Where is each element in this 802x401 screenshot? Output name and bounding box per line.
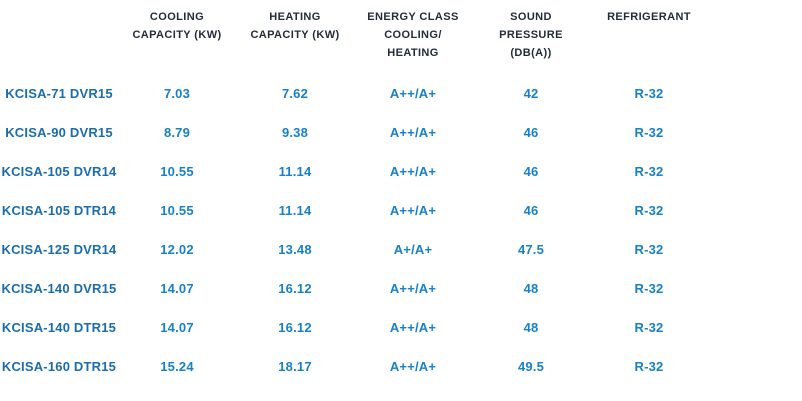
sound-pressure-cell: 48 <box>523 281 539 296</box>
table-header: COOLING CAPACITY (KW) HEATING CAPACITY (… <box>0 0 708 74</box>
column-header-refrigerant: REFRIGERANT <box>590 0 708 74</box>
refrigerant-cell: R-32 <box>634 86 664 101</box>
header-line: SOUND <box>510 11 552 23</box>
model-cell: KCISA-105 DTR14 <box>1 203 117 218</box>
column-header-cooling-capacity: COOLING CAPACITY (KW) <box>118 0 236 74</box>
heating-capacity-cell: 16.12 <box>278 281 312 296</box>
table-row: KCISA-140 DTR15 14.07 16.12 A++/A+ 48 R-… <box>0 308 708 347</box>
table-row: KCISA-105 DVR14 10.55 11.14 A++/A+ 46 R-… <box>0 152 708 191</box>
energy-class-cell: A+/A+ <box>393 242 433 257</box>
cooling-capacity-cell: 10.55 <box>160 203 194 218</box>
sound-pressure-cell: 46 <box>523 164 539 179</box>
energy-class-cell: A++/A+ <box>389 164 437 179</box>
model-cell: KCISA-71 DVR15 <box>5 86 113 101</box>
sound-pressure-cell: 47.5 <box>517 242 545 257</box>
header-line: REFRIGERANT <box>607 11 691 23</box>
column-header-heating-capacity: HEATING CAPACITY (KW) <box>236 0 354 74</box>
sound-pressure-cell: 49.5 <box>517 359 545 374</box>
model-cell: KCISA-160 DTR15 <box>1 359 117 374</box>
header-line: (DB(A)) <box>510 47 552 59</box>
column-header-sound-pressure: SOUND PRESSURE (DB(A)) <box>472 0 590 74</box>
model-cell: KCISA-140 DVR15 <box>1 281 117 296</box>
heating-capacity-cell: 16.12 <box>278 320 312 335</box>
column-header-energy-class: ENERGY CLASS COOLING/ HEATING <box>354 0 472 74</box>
product-spec-table: COOLING CAPACITY (KW) HEATING CAPACITY (… <box>0 0 708 386</box>
table-row: KCISA-160 DTR15 15.24 18.17 A++/A+ 49.5 … <box>0 347 708 386</box>
energy-class-cell: A++/A+ <box>389 320 437 335</box>
energy-class-cell: A++/A+ <box>389 125 437 140</box>
refrigerant-cell: R-32 <box>634 164 664 179</box>
cooling-capacity-cell: 10.55 <box>160 164 194 179</box>
header-line: ENERGY CLASS <box>367 11 459 23</box>
refrigerant-cell: R-32 <box>634 320 664 335</box>
header-line: HEATING <box>387 47 439 59</box>
table-row: KCISA-105 DTR14 10.55 11.14 A++/A+ 46 R-… <box>0 191 708 230</box>
heating-capacity-cell: 7.62 <box>281 86 309 101</box>
sound-pressure-cell: 46 <box>523 203 539 218</box>
heating-capacity-cell: 13.48 <box>278 242 312 257</box>
sound-pressure-cell: 42 <box>523 86 539 101</box>
sound-pressure-cell: 46 <box>523 125 539 140</box>
table-row: KCISA-125 DVR14 12.02 13.48 A+/A+ 47.5 R… <box>0 230 708 269</box>
cooling-capacity-cell: 14.07 <box>160 281 194 296</box>
header-row: COOLING CAPACITY (KW) HEATING CAPACITY (… <box>0 0 708 74</box>
header-line: COOLING <box>149 11 205 23</box>
model-cell: KCISA-140 DTR15 <box>1 320 117 335</box>
energy-class-cell: A++/A+ <box>389 359 437 374</box>
heating-capacity-cell: 11.14 <box>278 203 312 218</box>
refrigerant-cell: R-32 <box>634 281 664 296</box>
header-line: HEATING <box>269 11 321 23</box>
table-row: KCISA-140 DVR15 14.07 16.12 A++/A+ 48 R-… <box>0 269 708 308</box>
cooling-capacity-cell: 14.07 <box>160 320 194 335</box>
model-cell: KCISA-125 DVR14 <box>1 242 117 257</box>
header-line: CAPACITY (KW) <box>250 29 340 41</box>
model-cell: KCISA-105 DVR14 <box>1 164 117 179</box>
energy-class-cell: A++/A+ <box>389 281 437 296</box>
energy-class-cell: A++/A+ <box>389 86 437 101</box>
refrigerant-cell: R-32 <box>634 125 664 140</box>
table-body: KCISA-71 DVR15 7.03 7.62 A++/A+ 42 R-32 … <box>0 74 708 386</box>
cooling-capacity-cell: 7.03 <box>163 86 191 101</box>
column-header-model <box>0 0 118 74</box>
header-line: COOLING/ <box>384 29 442 41</box>
refrigerant-cell: R-32 <box>634 359 664 374</box>
table-row: KCISA-71 DVR15 7.03 7.62 A++/A+ 42 R-32 <box>0 74 708 113</box>
refrigerant-cell: R-32 <box>634 203 664 218</box>
cooling-capacity-cell: 8.79 <box>163 125 191 140</box>
heating-capacity-cell: 18.17 <box>278 359 312 374</box>
cooling-capacity-cell: 12.02 <box>160 242 194 257</box>
model-cell: KCISA-90 DVR15 <box>5 125 113 140</box>
heating-capacity-cell: 9.38 <box>281 125 309 140</box>
cooling-capacity-cell: 15.24 <box>160 359 194 374</box>
energy-class-cell: A++/A+ <box>389 203 437 218</box>
sound-pressure-cell: 48 <box>523 320 539 335</box>
table-row: KCISA-90 DVR15 8.79 9.38 A++/A+ 46 R-32 <box>0 113 708 152</box>
heating-capacity-cell: 11.14 <box>278 164 312 179</box>
refrigerant-cell: R-32 <box>634 242 664 257</box>
header-line: CAPACITY (KW) <box>132 29 222 41</box>
header-line: PRESSURE <box>499 29 563 41</box>
